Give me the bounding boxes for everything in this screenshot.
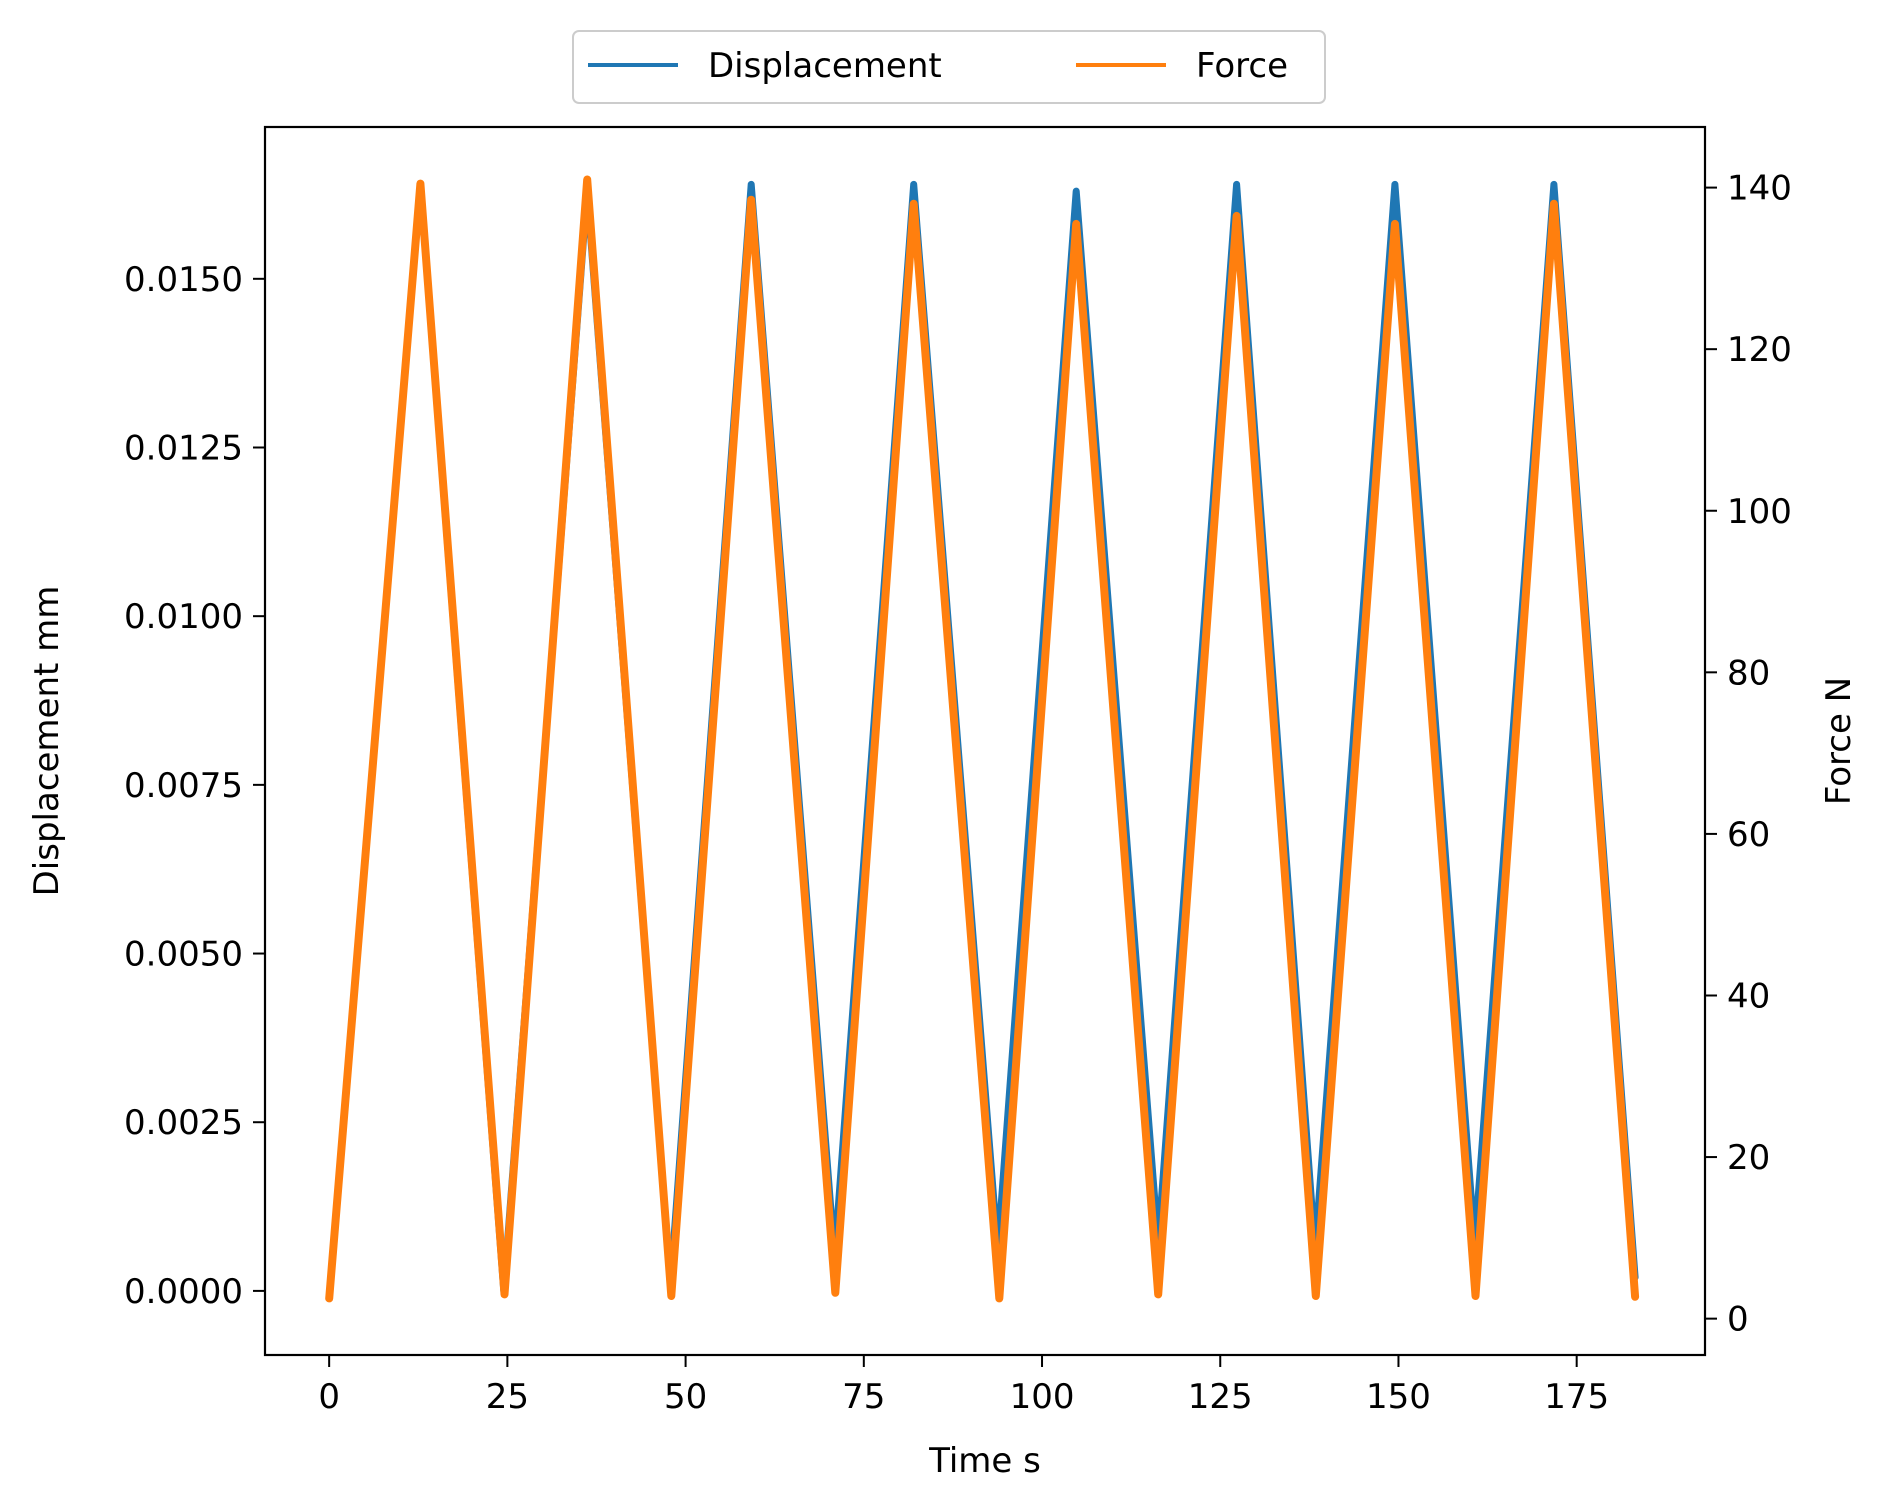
y2-tick-label: 80 (1727, 653, 1770, 693)
series-line-force (325, 175, 1640, 1303)
x-tick-label: 0 (318, 1377, 340, 1417)
y-tick-label: 0.0025 (124, 1103, 243, 1143)
y-tick-label: 0.0125 (124, 428, 243, 468)
x-tick-label: 75 (842, 1377, 885, 1417)
y-tick-label: 0.0100 (124, 597, 243, 637)
y2-tick-label: 20 (1727, 1138, 1770, 1178)
y2-tick-label: 0 (1727, 1300, 1749, 1340)
y2-tick-label: 140 (1727, 169, 1792, 209)
y-axis-right: 0 20 40 60 80 100 120 140 (1705, 169, 1792, 1340)
x-axis-title: Time s (928, 1441, 1041, 1481)
x-tick-label: 25 (486, 1377, 529, 1417)
legend-frame (572, 30, 1326, 104)
y2-tick-label: 120 (1727, 330, 1792, 370)
plot-frame (263, 125, 1707, 1357)
y2-tick-label: 60 (1727, 815, 1770, 855)
x-tick-label: 100 (1010, 1377, 1075, 1417)
x-tick-label: 125 (1188, 1377, 1253, 1417)
legend-label-displacement: Displacement (708, 46, 942, 86)
y-axis-title: Displacement mm (27, 586, 67, 897)
y2-tick-label: 40 (1727, 976, 1770, 1016)
x-axis: 0 25 50 75 100 125 150 175 (318, 1355, 1609, 1417)
y2-tick-label: 100 (1727, 492, 1792, 532)
y-tick-label: 0.0075 (124, 766, 243, 806)
x-tick-label: 50 (664, 1377, 707, 1417)
legend: Displacement Force (572, 30, 1326, 104)
y-tick-label: 0.0050 (124, 935, 243, 975)
y2-axis-title: Force N (1819, 677, 1859, 805)
y-tick-label: 0.0150 (124, 260, 243, 300)
x-tick-label: 150 (1366, 1377, 1431, 1417)
x-tick-label: 175 (1544, 1377, 1609, 1417)
y-axis-left: 0.0000 0.0025 0.0050 0.0075 0.0100 0.0125 0.01… (124, 260, 265, 1312)
y-tick-label: 0.0000 (124, 1272, 243, 1312)
series-layer (325, 175, 1640, 1303)
legend-label-force: Force (1196, 46, 1288, 86)
